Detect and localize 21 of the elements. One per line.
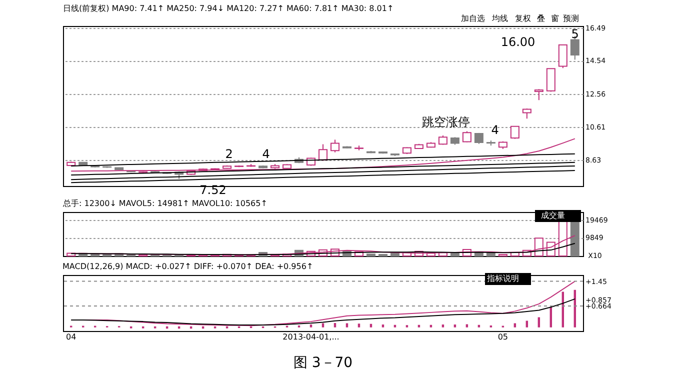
text: 复权 xyxy=(515,14,531,23)
text: 均线 xyxy=(491,14,508,23)
annotation: 4 xyxy=(491,123,499,137)
chart-title: 日线(前复权) MA90: 7.41↑ MA250: 7.94↓ MA120: 7.27↑ MA60: 7.81↑ MA30: 8.01↑ xyxy=(63,4,394,13)
x-tick-label: 04 xyxy=(66,332,76,342)
x-tick-label: 05 xyxy=(498,332,508,342)
text: 加自选 xyxy=(461,14,485,23)
annotation: 2 xyxy=(225,147,233,161)
caption: 图 3－70 xyxy=(293,355,353,371)
chart-title: 总手: 12300↓ MAVOL5: 14981↑ MAVOL10: 10565↑ xyxy=(62,199,268,208)
annotation: 5 xyxy=(571,27,579,41)
text: 叠 xyxy=(537,14,545,23)
annotation: 跳空涨停 xyxy=(422,115,470,129)
annotation: 成交量 xyxy=(541,211,565,220)
text: 预测 xyxy=(563,14,579,23)
annotation: 4 xyxy=(262,147,270,161)
annotation: 16.00 xyxy=(500,35,536,49)
annotation: 指标说明 xyxy=(486,274,519,283)
text: 窗 xyxy=(551,14,559,23)
x-tick-label: 2013-04-01,... xyxy=(282,332,340,342)
chart-title: MACD(12,26,9) MACD: +0.027↑ DIFF: +0.070↑ DEA: +0.956↑ xyxy=(62,262,314,271)
